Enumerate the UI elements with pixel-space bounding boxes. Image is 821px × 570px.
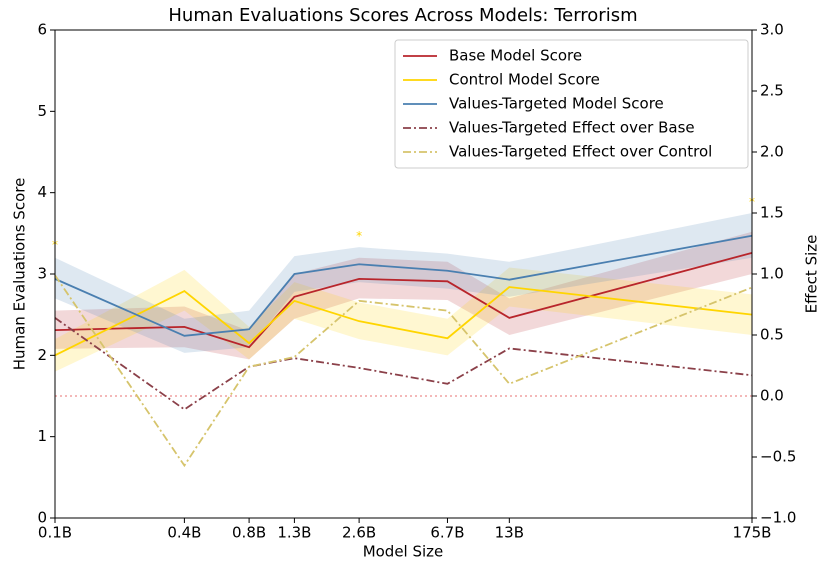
chart-title: Human Evaluations Scores Across Models: …: [168, 5, 637, 26]
x-axis-label: Model Size: [363, 543, 444, 561]
legend-box: [394, 39, 749, 169]
series-line: [54, 234, 753, 337]
y-tick-label: 0: [37, 509, 47, 527]
legend-label: Base Model Score: [449, 47, 582, 65]
legend-label: Values-Targeted Effect over Control: [449, 143, 712, 161]
x-tick-label: 0.8B: [232, 524, 266, 542]
y-tick-label: 3: [37, 265, 47, 283]
y-tick-label: 5: [37, 102, 47, 120]
y2-tick-label: 2.5: [760, 82, 784, 100]
legend-label: Values-Targeted Model Score: [449, 95, 664, 113]
legend: Base Model Score Control Model Score Value…: [394, 39, 749, 169]
series-line: [54, 274, 753, 468]
confidence-band: [55, 267, 752, 372]
series-line: [54, 251, 753, 349]
y2-tick-label: 3.0: [760, 21, 784, 39]
y-tick-label: 4: [37, 183, 47, 201]
y-axis-label: Human Evaluations Score: [11, 178, 29, 371]
significance-marker: *: [356, 229, 362, 243]
y2-tick-label: 2.0: [760, 143, 784, 161]
series-line: [54, 286, 753, 357]
y-tick-label: 2: [37, 346, 47, 364]
legend-label: Values-Targeted Effect over Base: [449, 119, 695, 137]
y2-tick-label: 1.0: [760, 265, 784, 283]
y2-tick-label: 0.0: [760, 387, 784, 405]
x-tick-label: 6.7B: [430, 524, 464, 542]
y2-tick-label: 1.5: [760, 204, 784, 222]
y2-axis-label: Effect Size: [803, 235, 821, 314]
y-tick-label: 1: [37, 427, 47, 445]
x-tick-label: 0.4B: [167, 524, 201, 542]
series-line: [54, 317, 753, 411]
legend-label: Control Model Score: [449, 71, 600, 89]
x-tick-label: 13B: [495, 524, 524, 542]
y2-tick-label: 0.5: [760, 326, 784, 344]
y-tick-label: 6: [37, 21, 47, 39]
x-tick-label: 175B: [733, 524, 772, 542]
confidence-band: [55, 213, 752, 353]
x-tick-label: 2.6B: [342, 524, 376, 542]
y2-tick-label: −1.0: [760, 509, 796, 527]
x-tick-label: 1.3B: [277, 524, 311, 542]
y2-tick-label: −0.5: [760, 448, 796, 466]
x-tick-label: 0.1B: [38, 524, 72, 542]
